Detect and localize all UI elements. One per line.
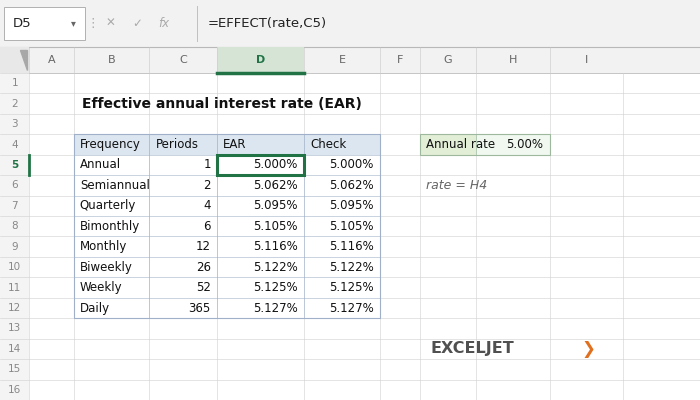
Bar — [0, 47, 700, 73]
Bar — [4, 7, 85, 40]
Text: D5: D5 — [13, 17, 32, 30]
Text: C: C — [179, 55, 187, 65]
Text: Effective annual interest rate (EAR): Effective annual interest rate (EAR) — [82, 97, 362, 111]
Text: 5.127%: 5.127% — [329, 302, 374, 314]
Text: 5.116%: 5.116% — [253, 240, 298, 253]
Text: rate = H4: rate = H4 — [426, 179, 487, 192]
Text: B: B — [108, 55, 115, 65]
Text: 5.116%: 5.116% — [329, 240, 374, 253]
Text: EXCELJET: EXCELJET — [430, 342, 514, 356]
Text: 11: 11 — [8, 282, 21, 292]
Text: 5.105%: 5.105% — [253, 220, 298, 233]
Text: 8: 8 — [11, 221, 18, 231]
Text: 5.122%: 5.122% — [253, 261, 298, 274]
Text: ✕: ✕ — [106, 17, 116, 30]
Text: ✓: ✓ — [132, 17, 142, 30]
Text: 5.062%: 5.062% — [253, 179, 298, 192]
Text: 4: 4 — [11, 140, 18, 150]
Bar — [217, 155, 304, 175]
Text: Weekly: Weekly — [80, 281, 122, 294]
Text: 365: 365 — [188, 302, 211, 314]
Text: E: E — [339, 55, 346, 65]
Text: H: H — [509, 55, 517, 65]
Text: 26: 26 — [196, 261, 211, 274]
Text: =EFFECT(rate,C5): =EFFECT(rate,C5) — [208, 17, 327, 30]
Text: Monthly: Monthly — [80, 240, 127, 253]
Bar — [0, 47, 29, 73]
Text: ❯: ❯ — [581, 340, 595, 358]
Text: Annual rate: Annual rate — [426, 138, 496, 151]
Text: 5.000%: 5.000% — [253, 158, 298, 172]
Bar — [0, 0, 700, 47]
Text: 5.095%: 5.095% — [253, 199, 298, 212]
Text: 12: 12 — [8, 303, 21, 313]
Text: Annual: Annual — [80, 158, 121, 172]
Text: 4: 4 — [203, 199, 211, 212]
Text: Quarterly: Quarterly — [80, 199, 136, 212]
Text: 7: 7 — [11, 201, 18, 211]
Text: fx: fx — [158, 17, 169, 30]
Text: 6: 6 — [203, 220, 211, 233]
Text: ▾: ▾ — [71, 18, 76, 28]
Text: 12: 12 — [196, 240, 211, 253]
Text: 5.122%: 5.122% — [329, 261, 374, 274]
Text: 5.095%: 5.095% — [329, 199, 374, 212]
Text: I: I — [584, 55, 588, 65]
Bar — [217, 47, 304, 73]
Text: 15: 15 — [8, 364, 21, 374]
Bar — [74, 134, 380, 155]
Text: 6: 6 — [11, 180, 18, 190]
Text: 5.125%: 5.125% — [329, 281, 374, 294]
Bar — [476, 134, 550, 155]
Text: Check: Check — [310, 138, 346, 151]
Text: 5: 5 — [11, 160, 18, 170]
Text: 5.00%: 5.00% — [506, 138, 543, 151]
Text: 1: 1 — [11, 78, 18, 88]
Text: D: D — [256, 55, 265, 65]
Text: ⋮: ⋮ — [87, 17, 99, 30]
Text: 3: 3 — [11, 119, 18, 129]
Bar — [420, 134, 550, 155]
Text: Bimonthly: Bimonthly — [80, 220, 140, 233]
Text: 5.105%: 5.105% — [329, 220, 374, 233]
Text: 2: 2 — [11, 99, 18, 109]
Text: F: F — [397, 55, 403, 65]
Bar — [0, 73, 700, 400]
Bar — [74, 134, 380, 318]
Text: 10: 10 — [8, 262, 21, 272]
Text: A: A — [48, 55, 55, 65]
Text: Periods: Periods — [155, 138, 198, 151]
Text: Daily: Daily — [80, 302, 110, 314]
Bar — [74, 155, 380, 318]
Polygon shape — [20, 50, 27, 70]
Text: 5.062%: 5.062% — [329, 179, 374, 192]
Text: Biweekly: Biweekly — [80, 261, 133, 274]
Text: Frequency: Frequency — [80, 138, 141, 151]
Bar — [0, 73, 29, 400]
Text: G: G — [444, 55, 452, 65]
Text: 14: 14 — [8, 344, 21, 354]
Text: 9: 9 — [11, 242, 18, 252]
Text: 5.127%: 5.127% — [253, 302, 298, 314]
Text: 16: 16 — [8, 385, 21, 395]
Text: Semiannual: Semiannual — [80, 179, 150, 192]
Text: 2: 2 — [203, 179, 211, 192]
Text: 5.125%: 5.125% — [253, 281, 298, 294]
Bar — [420, 134, 476, 155]
Text: 5.000%: 5.000% — [330, 158, 374, 172]
Text: 13: 13 — [8, 324, 21, 334]
Text: 1: 1 — [203, 158, 211, 172]
Text: 52: 52 — [196, 281, 211, 294]
Text: EAR: EAR — [223, 138, 247, 151]
